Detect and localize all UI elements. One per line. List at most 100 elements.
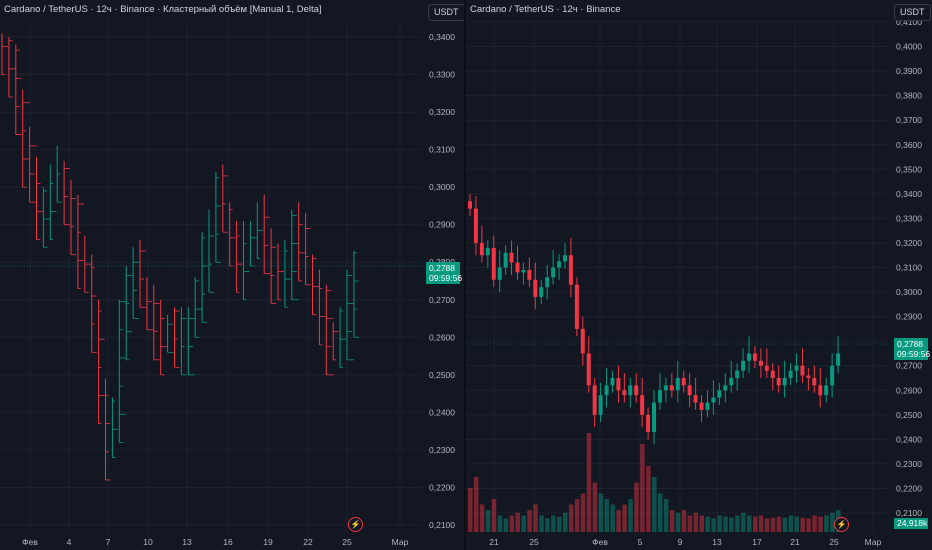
- candle-body: [610, 377, 615, 386]
- price-axis-label: 0,2700: [429, 295, 455, 305]
- chart-legend-right[interactable]: Cardano / TetherUS · 12ч · Binance: [470, 4, 621, 15]
- volume-bar: [752, 516, 758, 532]
- candle-body: [604, 385, 609, 396]
- volume-bar: [527, 510, 532, 532]
- candle-body: [788, 370, 793, 378]
- time-axis-label: 16: [223, 537, 233, 547]
- cluster-chart-canvas[interactable]: 0,34000,33000,32000,31000,30000,29000,28…: [0, 0, 464, 550]
- volume-bar: [568, 504, 574, 532]
- volume-bar: [652, 477, 657, 532]
- volume-bar: [770, 517, 776, 532]
- time-axis-label: 4: [67, 537, 72, 547]
- candle-body: [782, 377, 787, 386]
- candle-body: [592, 385, 597, 415]
- candle-chart-canvas[interactable]: 0,4100 0,4000 0,3900 0,3800 0,3700 0,3600 0,35…: [466, 0, 932, 550]
- price-axis-label: 0,2100: [429, 520, 455, 530]
- price-axis-label: 0,3200: [429, 107, 455, 117]
- candle-body: [628, 385, 633, 396]
- volume-bar: [521, 515, 526, 532]
- candle-body: [568, 255, 573, 285]
- volume-bar: [735, 515, 740, 532]
- candle-body: [836, 353, 841, 366]
- volume-bar: [580, 493, 586, 532]
- price-axis-label: 0,2500: [896, 410, 922, 420]
- candle-body: [616, 377, 621, 391]
- pane-divider[interactable]: [464, 0, 466, 550]
- candle-body: [687, 385, 692, 396]
- price-axis-label: 0,3100: [896, 263, 922, 273]
- currency-button-left[interactable]: USDT: [428, 4, 465, 21]
- volume-tag: 24,918k: [894, 518, 928, 529]
- price-axis-label: 0,2600: [429, 332, 455, 342]
- candle-body: [705, 402, 710, 410]
- chart-legend-left[interactable]: Cardano / TetherUS · 12ч · Binance · Кла…: [4, 4, 322, 15]
- price-axis-label: 0,2600: [896, 385, 922, 395]
- volume-bar: [699, 515, 705, 532]
- candle-body: [675, 377, 680, 391]
- candle-body: [806, 375, 811, 378]
- lightning-icon[interactable]: ⚡: [834, 517, 849, 532]
- candle-body: [824, 385, 829, 396]
- time-axis-label: 21: [489, 537, 499, 547]
- volume-bar: [598, 493, 604, 532]
- volume-bar: [794, 516, 800, 532]
- volume-bar: [592, 482, 598, 532]
- volume-bar: [776, 516, 782, 532]
- candle-body: [794, 365, 799, 371]
- price-axis-label: 0,2100: [896, 508, 922, 518]
- volume-bar: [497, 515, 503, 532]
- candle-body: [521, 269, 526, 273]
- cluster-volume-chart-pane[interactable]: 0,34000,33000,32000,31000,30000,29000,28…: [0, 0, 465, 550]
- candle-body: [598, 395, 603, 415]
- volume-bar: [628, 499, 633, 532]
- candle-body: [711, 397, 716, 403]
- candle-body: [634, 385, 639, 396]
- price-axis-label: 0,2300: [896, 459, 922, 469]
- candle-body: [776, 377, 781, 386]
- price-axis-label: 0,2300: [429, 445, 455, 455]
- candle-body: [551, 267, 556, 278]
- time-axis-label: 13: [182, 537, 192, 547]
- price-axis-label: 0,4100: [896, 17, 922, 27]
- volume-bar: [562, 512, 568, 532]
- candle-body: [830, 365, 835, 386]
- candle-body: [758, 360, 763, 366]
- currency-button-right[interactable]: USDT: [894, 4, 931, 21]
- price-axis-label: 0,3700: [896, 115, 922, 125]
- candle-body: [533, 279, 538, 297]
- candle-body: [693, 395, 698, 403]
- volume-bar: [545, 518, 550, 532]
- time-axis-label: 9: [678, 537, 683, 547]
- volume-bar: [824, 515, 829, 532]
- candlestick-chart-pane[interactable]: 0,4100 0,4000 0,3900 0,3800 0,3700 0,3600 0,35…: [466, 0, 932, 550]
- volume-bar: [806, 518, 811, 532]
- time-axis-label: 10: [143, 537, 153, 547]
- last-price-tag-right: 0,2788 09:59:56: [894, 338, 931, 360]
- candle-body: [586, 353, 591, 386]
- candle-body: [800, 365, 805, 376]
- volume-bar: [711, 518, 716, 532]
- volume-bar: [687, 515, 693, 532]
- candle-body: [729, 377, 734, 386]
- candle-body: [741, 360, 746, 371]
- volume-bar: [812, 515, 817, 532]
- candle-body: [485, 247, 490, 256]
- bar-countdown: 09:59:56: [897, 349, 931, 359]
- volume-bar: [800, 517, 805, 532]
- candle-body: [669, 385, 674, 391]
- candle-body: [545, 277, 550, 288]
- candle-body: [497, 267, 502, 280]
- volume-bar: [604, 499, 610, 532]
- price-axis-label: 0,2700: [896, 361, 922, 371]
- candle-body: [509, 252, 514, 263]
- candle-body: [723, 385, 728, 391]
- volume-bar: [717, 515, 722, 532]
- candle-body: [699, 402, 704, 410]
- candle-body: [539, 287, 544, 297]
- candle-body: [640, 395, 645, 415]
- lightning-icon[interactable]: ⚡: [348, 517, 363, 532]
- candle-body: [752, 353, 757, 361]
- candle-body: [818, 385, 823, 396]
- volume-bar: [747, 515, 752, 532]
- time-axis-label: 25: [342, 537, 352, 547]
